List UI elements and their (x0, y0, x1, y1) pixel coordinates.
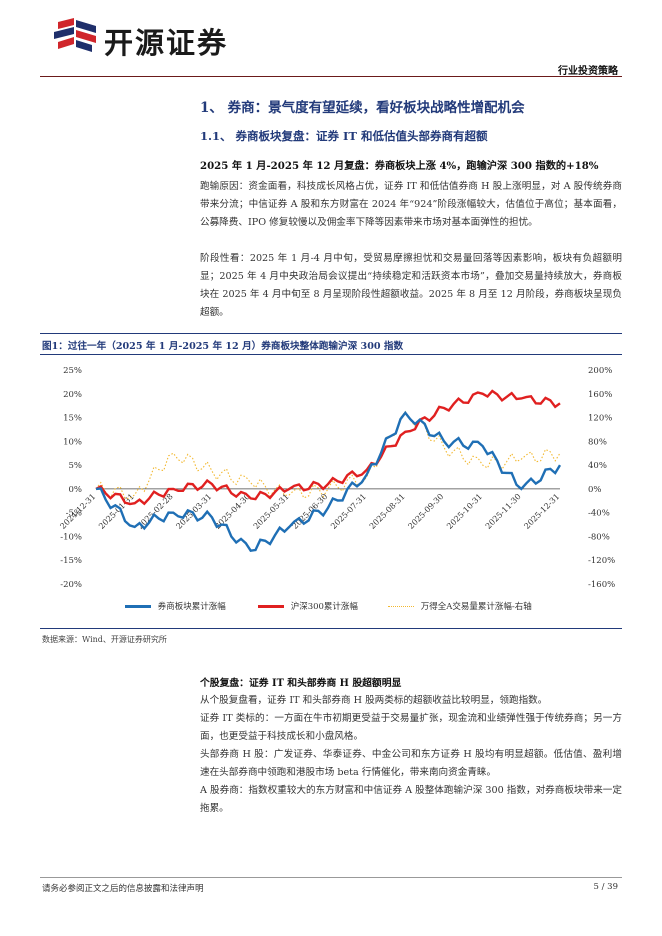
figure-top-rule (40, 333, 622, 334)
page-number: 5 / 39 (593, 882, 619, 892)
y-left-tick-label: -20% (60, 580, 82, 590)
y-right-tick-label: 160% (588, 390, 612, 400)
report-type: 行业投资策略 (558, 66, 618, 77)
y-left-tick-label: 5% (69, 461, 83, 471)
series-line-csi300 (95, 389, 561, 506)
legend-item-csi300: 沪深300累计涨幅 (258, 600, 358, 612)
paragraph-stage: 阶段性看：2025 年 1 月-4 月中旬，受贸易摩擦担忧和交易量回落等因素影响… (200, 253, 622, 318)
logo-text: 开源证券 (104, 26, 229, 60)
header-divider (40, 76, 622, 77)
paragraph-a-shares: A 股券商：指数权重较大的东方财富和中信证券 A 股整体跑输沪深 300 指数，… (200, 785, 622, 814)
y-left-tick-label: -15% (60, 556, 82, 566)
x-tick-label: 2025-07-31 (329, 492, 368, 531)
y-right-tick-label: 40% (588, 461, 607, 471)
y-left-tick-label: 0% (69, 485, 83, 495)
series-line-brokers (95, 410, 562, 552)
section-heading: 1、 券商：景气度有望延续，看好板块战略性增配机会 (200, 100, 525, 116)
y-left-tick-label: 20% (63, 390, 82, 400)
figure-title: 图1：过往一年（2025 年 1 月-2025 年 12 月）券商板块整体跑输沪… (42, 341, 404, 352)
y-right-tick-label: 200% (588, 366, 612, 376)
series-line-volume (95, 410, 561, 500)
y-right-tick-label: -80% (588, 532, 610, 542)
y-right-tick-label: 80% (588, 437, 607, 447)
y-left-tick-label: -5% (66, 509, 82, 519)
y-right-tick-label: -40% (588, 509, 610, 519)
y-right-tick-label: -160% (588, 580, 615, 590)
y-left-tick-label: 15% (63, 414, 82, 424)
stock-review-heading: 个股复盘：证券 IT 和头部券商 H 股超额明显 (200, 678, 402, 689)
x-tick-label: 2025-06-30 (290, 492, 329, 531)
figure-title-rule (40, 354, 622, 355)
y-right-tick-label: -120% (588, 556, 615, 566)
paragraph-reason: 跑输原因：资金面看，科技成长风格占优，证券 IT 和低估值券商 H 股上涨明显，… (200, 181, 622, 228)
legend-label-volume: 万得全A交易量累计涨幅-右轴 (420, 602, 532, 612)
subsection-heading: 1.1、 券商板块复盘：证券 IT 和低估值头部券商有超额 (200, 129, 488, 143)
y-left-tick-label: 25% (63, 366, 82, 376)
legend-swatch-csi300 (258, 605, 284, 608)
figure-source: 数据来源：Wind、开源证券研究所 (42, 635, 167, 644)
legend-label-csi300: 沪深300累计涨幅 (290, 602, 358, 612)
footer-disclaimer: 请务必参阅正文之后的信息披露和法律声明 (42, 884, 204, 894)
x-tick-label: 2025-08-31 (368, 492, 407, 531)
legend-swatch-volume (388, 606, 414, 607)
x-tick-label: 2024-12-31 (58, 492, 97, 531)
legend-item-volume: 万得全A交易量累计涨幅-右轴 (388, 600, 532, 612)
review-heading: 2025 年 1 月-2025 年 12 月复盘：券商板块上涨 4%，跑输沪深 … (200, 160, 599, 172)
y-right-tick-label: 120% (588, 414, 612, 424)
x-tick-label: 2025-09-30 (406, 492, 445, 531)
logo-mark (54, 18, 96, 52)
footer-divider (40, 877, 622, 878)
figure-bottom-rule (40, 628, 622, 629)
line-chart: 25% 20% 15% 10% 5% 0% -5% -10% -15% -20% 200% 160% 1… (58, 366, 615, 590)
paragraph-overview: 从个股复盘看，证券 IT 和头部券商 H 股两类标的超额收益比较明显，领跑指数。 (200, 695, 548, 706)
paragraph-h-shares: 头部券商 H 股：广发证券、华泰证券、中金公司和东方证券 H 股均有明显超额。低… (200, 749, 622, 778)
legend-item-brokers: 券商板块累计涨幅 (125, 600, 226, 612)
y-right-tick-label: 0% (588, 485, 602, 495)
legend-label-brokers: 券商板块累计涨幅 (157, 602, 226, 612)
paragraph-it: 证券 IT 类标的：一方面在牛市初期更受益于交易量扩张，现金流和业绩弹性强于传统… (200, 713, 622, 742)
y-left-tick-label: -10% (60, 532, 82, 542)
legend-swatch-brokers (125, 605, 151, 608)
y-left-tick-label: 10% (63, 437, 82, 447)
x-tick-label: 2025-10-31 (445, 492, 484, 531)
x-tick-label: 2025-12-31 (522, 492, 561, 531)
x-tick-label: 2025-11-30 (484, 492, 523, 531)
